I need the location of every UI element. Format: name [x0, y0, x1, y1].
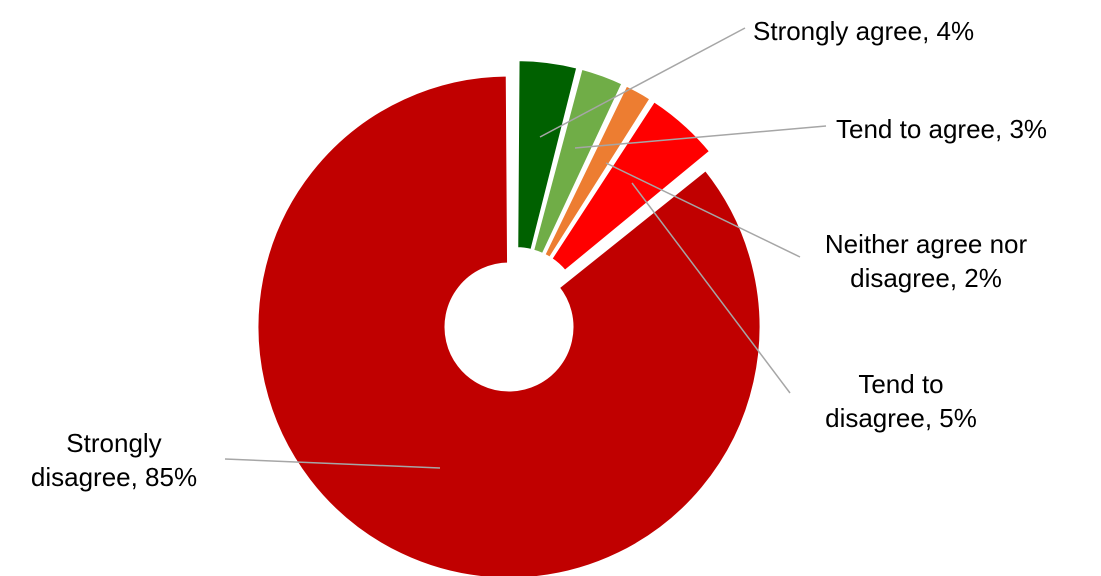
slice-label-line: Strongly agree, 4% [753, 16, 974, 46]
slice-label-line: Neither agree nor [825, 229, 1028, 259]
slice-label: Strongly agree, 4% [753, 16, 974, 46]
slice-label-line: Tend to agree, 3% [836, 114, 1047, 144]
slice-label-line: Strongly [66, 428, 161, 458]
leader-line [605, 162, 801, 258]
slices-layer [255, 58, 763, 576]
slice-label: Neither agree nor disagree, 2% [825, 229, 1028, 293]
leader-line [631, 182, 791, 394]
slice-label-line: Tend to [858, 369, 943, 399]
slice-label-line: disagree, 85% [31, 462, 197, 492]
slice-strongly-agree [515, 58, 580, 253]
slice-labels: Strongly agree, 4% Tend to agree, 3% Neith… [31, 16, 1047, 492]
slice-label: Tend to agree, 3% [836, 114, 1047, 144]
leader-lines [224, 27, 827, 469]
slice-label: Tend to disagree, 5% [825, 369, 977, 433]
slice-tend-to-disagree [548, 98, 713, 274]
slice-label-line: disagree, 5% [825, 403, 977, 433]
leader-line [539, 27, 746, 138]
slice-label-line: disagree, 2% [850, 263, 1002, 293]
slice-strongly-disagree [255, 73, 763, 576]
slice-label: Strongly disagree, 85% [31, 428, 197, 492]
leader-line [224, 458, 441, 469]
leader-line [574, 125, 827, 149]
